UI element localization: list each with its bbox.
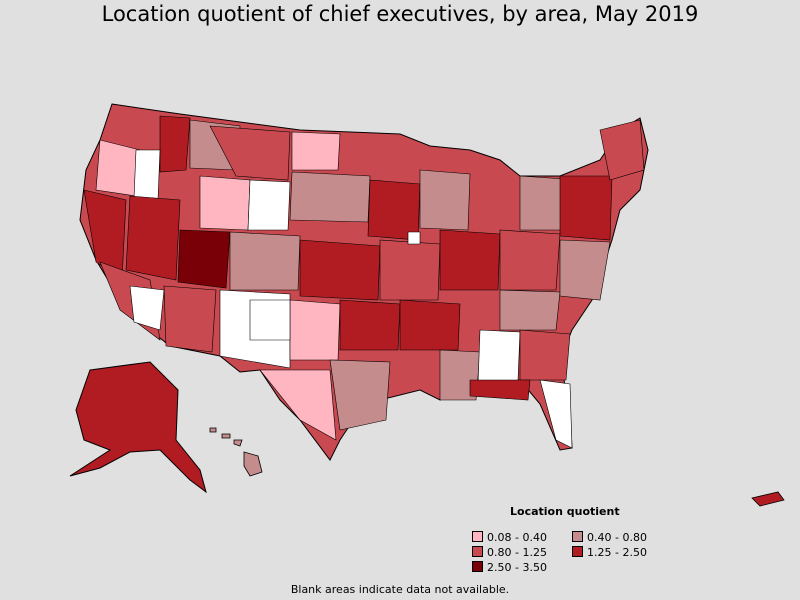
legend-label-3: 1.25 - 2.50 <box>587 546 647 559</box>
hawaii-region <box>209 427 263 477</box>
legend-title: Location quotient <box>510 505 620 518</box>
puerto-rico-region <box>751 491 785 507</box>
legend-label-4: 2.50 - 3.50 <box>487 561 547 574</box>
legend-item-2: 0.80 - 1.25 <box>472 546 547 560</box>
alaska-region <box>69 361 207 494</box>
legend-swatch-0 <box>472 531 483 542</box>
footnote: Blank areas indicate data not available. <box>290 583 510 596</box>
legend-swatch-4 <box>472 561 483 572</box>
legend-swatch-3 <box>572 546 583 557</box>
map-title: Location quotient of chief executives, b… <box>101 2 699 26</box>
legend-item-4: 2.50 - 3.50 <box>472 561 547 575</box>
legend-item-1: 0.40 - 0.80 <box>572 531 647 545</box>
area-patches <box>83 115 645 449</box>
legend-item-0: 0.08 - 0.40 <box>472 531 547 545</box>
legend-swatch-2 <box>472 546 483 557</box>
legend-label-1: 0.40 - 0.80 <box>587 531 647 544</box>
legend-item-3: 1.25 - 2.50 <box>572 546 647 560</box>
legend-label-0: 0.08 - 0.40 <box>487 531 547 544</box>
legend-swatch-1 <box>572 531 583 542</box>
legend-label-2: 0.80 - 1.25 <box>487 546 547 559</box>
